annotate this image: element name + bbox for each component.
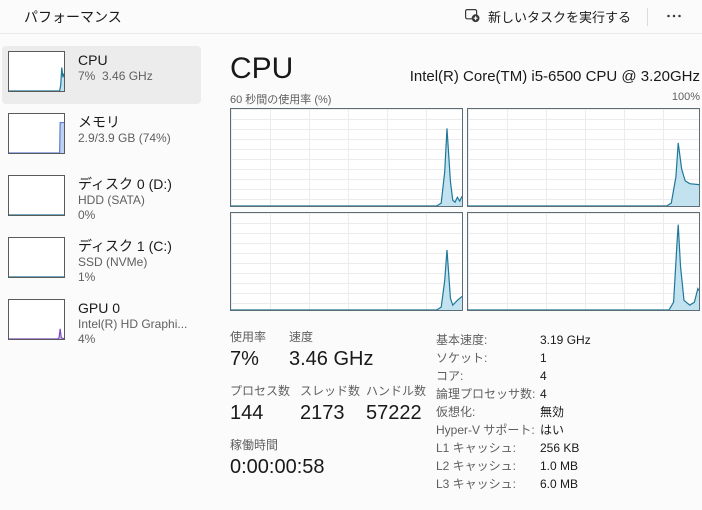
processes-label: プロセス数 bbox=[230, 384, 291, 398]
cpu-panel: CPU Intel(R) Core(TM) i5-6500 CPU @ 3.20… bbox=[203, 34, 702, 510]
cpu-core-graph-2[interactable] bbox=[467, 108, 700, 207]
detail-value: 256 KB bbox=[540, 441, 580, 455]
detail-row: 論理プロセッサ数: 4 bbox=[436, 385, 700, 403]
disk0-mini-graph bbox=[8, 175, 65, 216]
speed-label: 速度 bbox=[289, 330, 314, 344]
sidebar-item-title: GPU 0 bbox=[78, 300, 121, 316]
sidebar-item-memory[interactable]: メモリ 2.9/3.9 GB (74%) bbox=[2, 108, 201, 166]
new-task-icon bbox=[464, 7, 480, 26]
detail-row: L3 キャッシュ: 6.0 MB bbox=[436, 475, 700, 493]
sidebar-item-title: ディスク 0 (D:) bbox=[78, 176, 172, 192]
more-options-button[interactable] bbox=[654, 5, 694, 28]
cpu-panel-header: CPU Intel(R) Core(TM) i5-6500 CPU @ 3.20… bbox=[230, 46, 700, 88]
detail-value: はい bbox=[540, 423, 565, 437]
utilization-value: 7% bbox=[230, 348, 259, 370]
cpu-core-graphs bbox=[230, 108, 700, 311]
cpu-stats-section: 使用率 7% 速度 3.46 GHz プロセス数 144 bbox=[230, 330, 700, 493]
detail-value: 3.19 GHz bbox=[540, 333, 591, 347]
header-divider bbox=[647, 7, 648, 26]
run-new-task-label: 新しいタスクを実行する bbox=[487, 10, 631, 25]
chart-caption-left: 60 秒間の使用率 (%) bbox=[230, 94, 332, 106]
sidebar-item-title: メモリ bbox=[78, 114, 120, 130]
speed-value: 3.46 GHz bbox=[289, 348, 374, 370]
detail-label: L3 キャッシュ: bbox=[436, 477, 517, 491]
threads-label: スレッド数 bbox=[300, 384, 361, 398]
header-actions: 新しいタスクを実行する bbox=[454, 2, 694, 31]
detail-label: 論理プロセッサ数: bbox=[436, 387, 536, 401]
detail-label: 基本速度: bbox=[436, 333, 488, 347]
utilization-label: 使用率 bbox=[230, 330, 267, 344]
detail-row: コア: 4 bbox=[436, 367, 700, 385]
detail-label: Hyper-V サポート: bbox=[436, 423, 535, 437]
header: パフォーマンス 新しいタスクを実行する bbox=[0, 0, 702, 33]
sidebar-item-gpu0[interactable]: GPU 0 Intel(R) HD Graphi... 4% bbox=[2, 294, 201, 352]
sidebar-item-subtitle: SSD (NVMe) bbox=[78, 255, 148, 269]
processor-name: Intel(R) Core(TM) i5-6500 CPU @ 3.20GHz bbox=[409, 68, 700, 85]
detail-row: 基本速度: 3.19 GHz bbox=[436, 331, 700, 349]
detail-row: Hyper-V サポート: はい bbox=[436, 421, 700, 439]
detail-value: 4 bbox=[540, 369, 547, 383]
detail-row: ソケット: 1 bbox=[436, 349, 700, 367]
content: CPU 7% 3.46 GHz メモリ 2.9/3.9 GB (74%) ディス… bbox=[0, 34, 702, 510]
cpu-details: 基本速度: 3.19 GHz ソケット: 1 コア: 4 論理プロセッサ数: 4 bbox=[436, 330, 700, 493]
detail-label: 仮想化: bbox=[436, 405, 476, 419]
sidebar-item-usage: 1% bbox=[78, 270, 96, 284]
sidebar-item-subtitle: Intel(R) HD Graphi... bbox=[78, 317, 188, 331]
run-new-task-button[interactable]: 新しいタスクを実行する bbox=[454, 2, 641, 31]
detail-label: L1 キャッシュ: bbox=[436, 441, 517, 455]
uptime-value: 0:00:00:58 bbox=[230, 456, 325, 478]
sidebar-item-usage: 0% bbox=[78, 208, 96, 222]
detail-row: L1 キャッシュ: 256 KB bbox=[436, 439, 700, 457]
processes-value: 144 bbox=[230, 402, 264, 424]
detail-value: 6.0 MB bbox=[540, 477, 579, 491]
chart-captions: 60 秒間の使用率 (%) 100% bbox=[230, 91, 700, 106]
handles-value: 57222 bbox=[366, 402, 422, 424]
cpu-core-graph-4[interactable] bbox=[467, 212, 700, 311]
cpu-stats: 使用率 7% 速度 3.46 GHz プロセス数 144 bbox=[230, 330, 436, 493]
uptime-label: 稼働時間 bbox=[230, 438, 279, 452]
sidebar-item-disk1[interactable]: ディスク 1 (C:) SSD (NVMe) 1% bbox=[2, 232, 201, 290]
threads-value: 2173 bbox=[300, 402, 345, 424]
handles-label: ハンドル数 bbox=[366, 384, 427, 398]
detail-value: 無効 bbox=[540, 405, 565, 419]
sidebar-item-usage: 2.9/3.9 GB (74%) bbox=[78, 131, 171, 145]
cpu-mini-graph bbox=[8, 51, 65, 92]
sidebar-item-usage: 4% bbox=[78, 332, 96, 346]
detail-value: 4 bbox=[540, 387, 547, 401]
sidebar-item-subtitle: HDD (SATA) bbox=[78, 193, 145, 207]
header-separator bbox=[0, 33, 702, 34]
detail-row: 仮想化: 無効 bbox=[436, 403, 700, 421]
detail-value: 1 bbox=[540, 351, 547, 365]
performance-sidebar: CPU 7% 3.46 GHz メモリ 2.9/3.9 GB (74%) ディス… bbox=[0, 34, 203, 510]
sidebar-item-disk0[interactable]: ディスク 0 (D:) HDD (SATA) 0% bbox=[2, 170, 201, 228]
detail-label: コア: bbox=[436, 369, 464, 383]
chart-caption-right: 100% bbox=[671, 91, 700, 103]
ellipsis-icon bbox=[666, 8, 682, 25]
sidebar-item-usage: 7% 3.46 GHz bbox=[78, 69, 153, 83]
sidebar-item-title: CPU bbox=[78, 52, 108, 68]
sidebar-item-title: ディスク 1 (C:) bbox=[78, 238, 172, 254]
detail-value: 1.0 MB bbox=[540, 459, 579, 473]
disk1-mini-graph bbox=[8, 237, 65, 278]
detail-label: L2 キャッシュ: bbox=[436, 459, 517, 473]
detail-row: L2 キャッシュ: 1.0 MB bbox=[436, 457, 700, 475]
cpu-core-graph-3[interactable] bbox=[230, 212, 463, 311]
cpu-title: CPU bbox=[230, 52, 294, 85]
memory-mini-graph bbox=[8, 113, 65, 154]
sidebar-item-cpu[interactable]: CPU 7% 3.46 GHz bbox=[2, 46, 201, 104]
page-title: パフォーマンス bbox=[24, 8, 122, 25]
gpu0-mini-graph bbox=[8, 299, 65, 340]
cpu-core-graph-1[interactable] bbox=[230, 108, 463, 207]
detail-label: ソケット: bbox=[436, 351, 488, 365]
